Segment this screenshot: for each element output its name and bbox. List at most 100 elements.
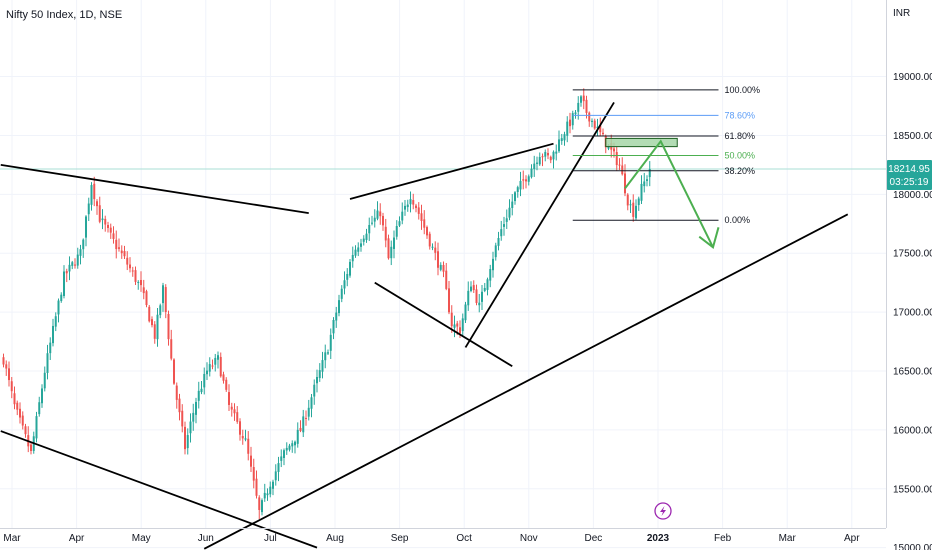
vertical-gridlines [11, 0, 853, 528]
candle-body [252, 467, 255, 481]
candle-body [217, 355, 219, 360]
fibonacci-retracement: 100.00% 78.60% 61.80% 50.00% 38.20% 0.00% [572, 85, 761, 225]
candle-body [406, 204, 409, 208]
candle-body [393, 237, 395, 249]
candle-body [417, 207, 420, 214]
candle-body [558, 139, 560, 152]
candle-body [52, 325, 54, 344]
candle-body [514, 192, 516, 202]
candle-body [467, 290, 470, 306]
lightning-icon[interactable] [654, 502, 672, 520]
candle-body [626, 194, 629, 206]
candle-body [126, 257, 129, 265]
candle-body [288, 445, 291, 450]
x-tick-label: May [132, 533, 151, 544]
candle-body [483, 287, 486, 291]
candle-body [186, 435, 189, 449]
candle-body [478, 302, 481, 306]
candle-body [159, 305, 162, 316]
candle-body [10, 381, 13, 392]
x-tick-label: Sep [391, 533, 409, 544]
candle-body [395, 225, 398, 237]
candle-body [200, 388, 203, 393]
candle-body [280, 456, 283, 461]
candle-body [162, 285, 164, 304]
candle-body [21, 415, 24, 426]
trendline [349, 142, 554, 200]
candle-body [285, 447, 288, 451]
candle-body [547, 152, 549, 156]
candle-body [511, 201, 514, 209]
candle-body [115, 239, 118, 250]
candle-body [533, 163, 536, 170]
candle-body [104, 218, 107, 225]
candle-body [178, 398, 181, 413]
x-tick-label: Apr [69, 533, 85, 544]
projection-arrow [624, 139, 720, 250]
candle-body [294, 441, 296, 446]
candle-body [525, 179, 527, 182]
y-tick-label: 16500.00 [893, 366, 932, 377]
candle-body [16, 402, 19, 410]
candle-body [420, 213, 423, 221]
candle-body [82, 239, 85, 250]
candle-body [519, 180, 522, 190]
chart-title: Nifty 50 Index, 1D, NSE [6, 9, 122, 21]
candle-body [65, 271, 68, 274]
supply-zone [605, 137, 678, 148]
candle-body [324, 352, 327, 361]
candle-body [327, 352, 329, 354]
candle-body [24, 426, 27, 435]
candle-body [351, 254, 354, 262]
fib-level-label: 78.60% [725, 110, 756, 120]
candle-body [340, 288, 343, 299]
candle-body [357, 247, 360, 252]
candle-body [615, 151, 618, 166]
candle-body [76, 254, 79, 266]
x-tick-label: Dec [585, 533, 603, 544]
candle-body [195, 401, 197, 415]
candle-body [472, 285, 475, 291]
candle-body [71, 262, 74, 266]
candle-body [398, 221, 401, 226]
zone-rect [605, 137, 678, 148]
candle-body [492, 258, 494, 271]
candle-body [173, 359, 175, 384]
fib-level-label: 100.00% [725, 85, 761, 95]
candle-body [274, 471, 277, 481]
candle-body [219, 356, 222, 377]
candle-body [582, 95, 585, 102]
candle-body [57, 300, 60, 315]
candle-body [277, 463, 280, 472]
candle-body [475, 289, 478, 303]
candle-body [522, 179, 525, 181]
candle-body [338, 300, 340, 314]
arrow-path [624, 139, 714, 248]
candle-body [591, 120, 593, 122]
candle-body [629, 204, 632, 206]
candle-body [19, 408, 21, 418]
candle-body [244, 438, 247, 440]
candle-body [98, 205, 101, 222]
candle-body [538, 156, 541, 165]
candle-body [131, 270, 134, 272]
candle-body [305, 417, 307, 419]
candle-body [527, 176, 530, 182]
candle-body [2, 357, 5, 365]
candle-body [566, 121, 569, 136]
candle-body [148, 306, 151, 322]
candle-body [272, 481, 274, 489]
candle-body [109, 227, 112, 233]
candle-body [101, 218, 104, 221]
candle-body [107, 224, 109, 228]
y-tick-label: 17500.00 [893, 249, 932, 260]
candle-body [481, 291, 483, 302]
candle-body [574, 112, 577, 115]
candle-body [90, 185, 93, 205]
candle-body [563, 134, 566, 141]
candle-body [599, 125, 602, 133]
last-price-value: 18214.95 [888, 164, 930, 175]
x-tick-label: Mar [779, 533, 797, 544]
candle-body [247, 438, 250, 454]
